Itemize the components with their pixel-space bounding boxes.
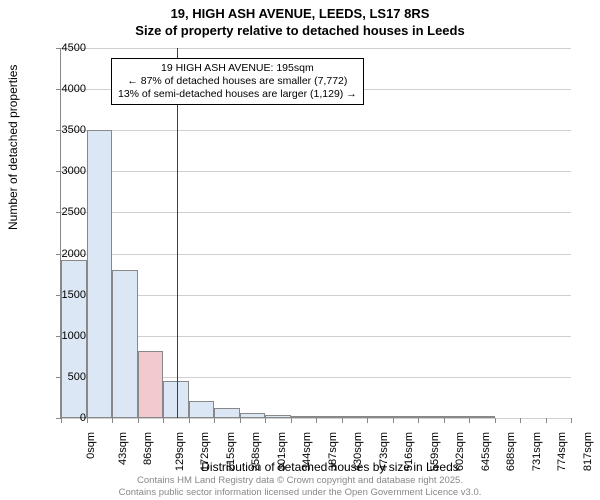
grid-line	[61, 295, 571, 296]
x-tick-label: 516sqm	[403, 432, 415, 471]
histogram-bar	[342, 416, 368, 418]
y-tick-label: 0	[46, 412, 86, 424]
annotation-line: 13% of semi-detached houses are larger (…	[118, 88, 357, 101]
histogram-bar	[444, 416, 470, 418]
title-line-2: Size of property relative to detached ho…	[0, 23, 600, 40]
x-tick	[214, 418, 215, 423]
x-tick-label: 430sqm	[352, 432, 364, 471]
x-tick	[469, 418, 470, 423]
annotation-line: ← 87% of detached houses are smaller (7,…	[118, 75, 357, 88]
x-tick-label: 129sqm	[174, 432, 186, 471]
annotation-box: 19 HIGH ASH AVENUE: 195sqm← 87% of detac…	[111, 58, 364, 105]
x-tick-label: 258sqm	[250, 432, 262, 471]
histogram-bar	[265, 415, 291, 418]
x-tick-label: 645sqm	[480, 432, 492, 471]
grid-line	[61, 336, 571, 337]
x-tick-label: 301sqm	[276, 432, 288, 471]
x-tick-label: 43sqm	[117, 432, 129, 465]
histogram-bar	[138, 351, 164, 418]
x-tick-label: 559sqm	[429, 432, 441, 471]
x-tick	[571, 418, 572, 423]
x-tick-label: 731sqm	[531, 432, 543, 471]
footer-line-1: Contains HM Land Registry data © Crown c…	[0, 475, 600, 486]
y-tick-label: 1500	[46, 289, 86, 301]
x-tick	[87, 418, 88, 423]
y-tick-label: 1000	[46, 330, 86, 342]
x-tick	[520, 418, 521, 423]
chart-title-block: 19, HIGH ASH AVENUE, LEEDS, LS17 8RS Siz…	[0, 0, 600, 40]
x-tick	[342, 418, 343, 423]
histogram-bar	[469, 416, 495, 418]
x-tick-label: 602sqm	[454, 432, 466, 471]
x-tick-label: 344sqm	[301, 432, 313, 471]
x-tick-label: 473sqm	[378, 432, 390, 471]
x-tick	[367, 418, 368, 423]
x-tick	[444, 418, 445, 423]
y-tick-label: 3000	[46, 165, 86, 177]
x-tick-label: 172sqm	[199, 432, 211, 471]
y-tick-label: 4500	[46, 42, 86, 54]
x-tick	[163, 418, 164, 423]
footer-attribution: Contains HM Land Registry data © Crown c…	[0, 475, 600, 498]
y-axis-label: Number of detached properties	[6, 65, 20, 230]
x-tick	[495, 418, 496, 423]
grid-line	[61, 171, 571, 172]
y-tick-label: 3500	[46, 124, 86, 136]
histogram-bar	[112, 270, 138, 418]
histogram-bar	[189, 401, 215, 418]
x-tick	[291, 418, 292, 423]
x-tick-label: 817sqm	[582, 432, 594, 471]
x-tick-label: 0sqm	[85, 432, 97, 459]
y-tick-label: 2000	[46, 248, 86, 260]
footer-line-2: Contains public sector information licen…	[0, 487, 600, 498]
x-tick	[189, 418, 190, 423]
x-tick	[316, 418, 317, 423]
grid-line	[61, 48, 571, 49]
histogram-bar	[240, 413, 266, 418]
histogram-bar	[214, 408, 240, 418]
x-tick	[265, 418, 266, 423]
histogram-bar	[393, 416, 419, 418]
x-tick-label: 387sqm	[327, 432, 339, 471]
x-tick	[138, 418, 139, 423]
x-tick-label: 215sqm	[225, 432, 237, 471]
chart-plot-area: 19 HIGH ASH AVENUE: 195sqm← 87% of detac…	[60, 48, 571, 419]
x-tick	[112, 418, 113, 423]
x-tick-label: 774sqm	[556, 432, 568, 471]
title-line-1: 19, HIGH ASH AVENUE, LEEDS, LS17 8RS	[0, 6, 600, 23]
histogram-bar	[316, 416, 342, 418]
grid-line	[61, 130, 571, 131]
x-tick	[393, 418, 394, 423]
y-tick-label: 500	[46, 371, 86, 383]
y-tick-label: 2500	[46, 206, 86, 218]
grid-line	[61, 212, 571, 213]
grid-line	[61, 254, 571, 255]
x-tick-label: 688sqm	[505, 432, 517, 471]
histogram-bar	[367, 416, 393, 418]
histogram-bar	[291, 416, 317, 418]
histogram-bar	[87, 130, 113, 418]
x-tick	[240, 418, 241, 423]
x-tick	[418, 418, 419, 423]
x-tick-label: 86sqm	[142, 432, 154, 465]
y-tick-label: 4000	[46, 83, 86, 95]
annotation-line: 19 HIGH ASH AVENUE: 195sqm	[118, 62, 357, 75]
histogram-bar	[418, 416, 444, 418]
x-tick	[546, 418, 547, 423]
